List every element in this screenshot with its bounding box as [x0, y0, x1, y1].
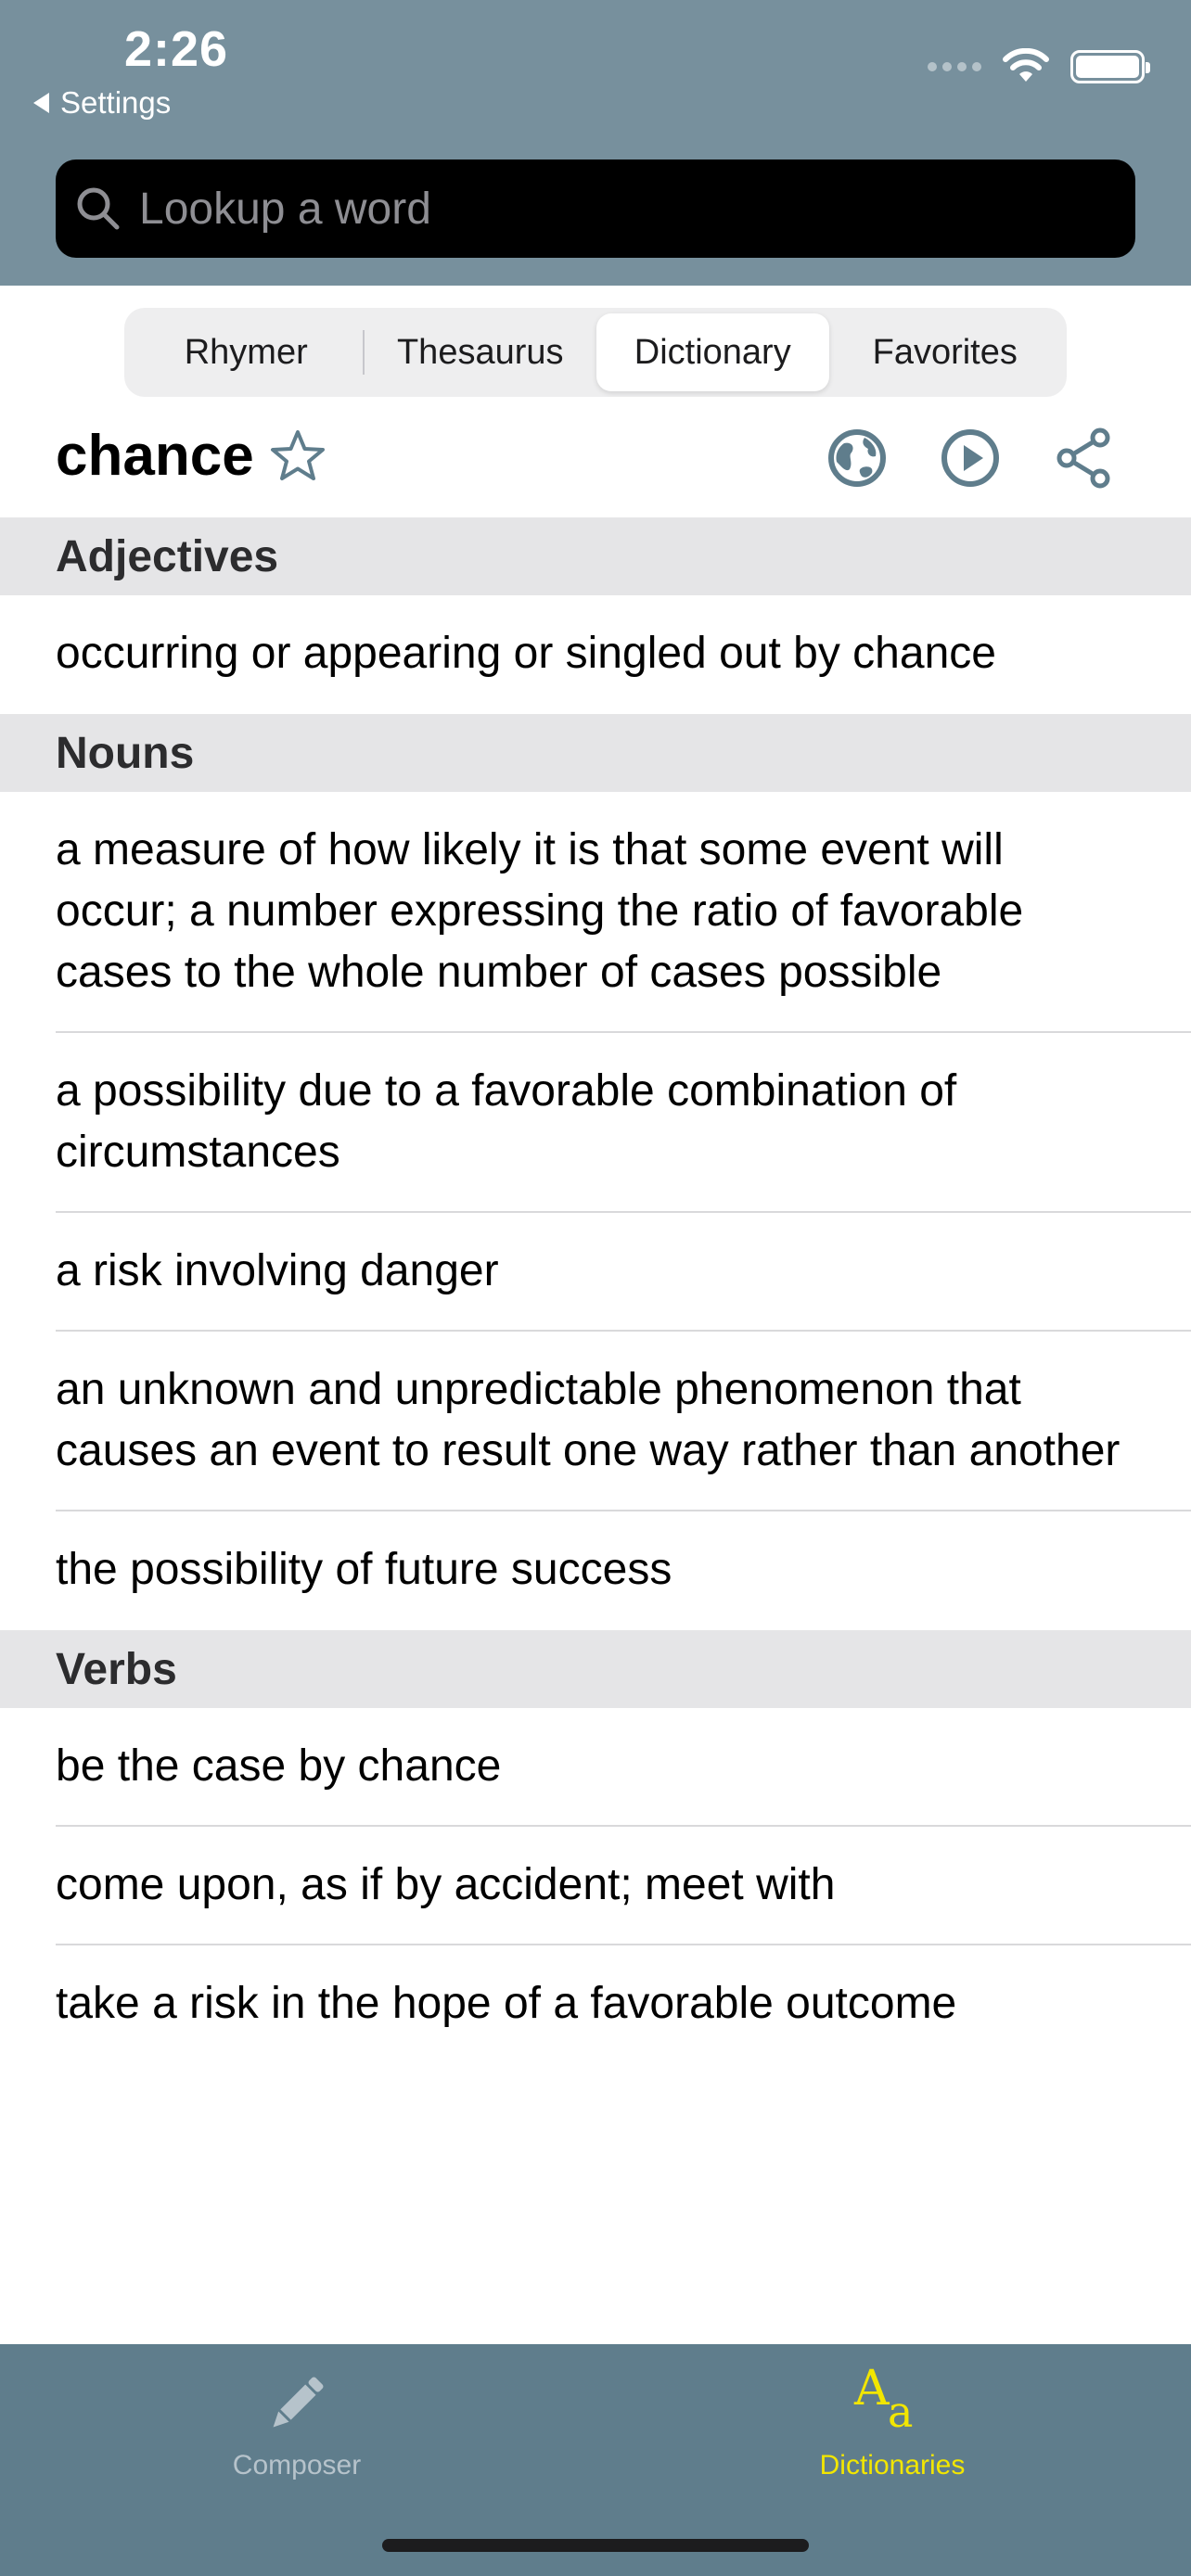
definition-row[interactable]: occurring or appearing or singled out by…: [56, 629, 996, 678]
aa-icon-small: a: [888, 2387, 914, 2437]
entry-word: chance: [56, 424, 254, 488]
tab-dictionaries[interactable]: A a Dictionaries: [707, 2361, 1078, 2481]
definition-row[interactable]: an unknown and unpredictable phenomenon …: [0, 1332, 1191, 1511]
definition-row[interactable]: a possibility due to a favorable combina…: [0, 1033, 1191, 1213]
pencil-icon: [273, 2377, 324, 2428]
back-label: Settings: [60, 85, 172, 120]
battery-icon: [1070, 50, 1150, 83]
dictionaries-aa-icon: A a: [851, 2361, 934, 2441]
entry-header: chance: [0, 408, 1191, 517]
bottom-tab-bar: Composer A a Dictionaries: [0, 2344, 1191, 2576]
header: 2:26 Settings: [0, 0, 1191, 286]
tab-composer-label: Composer: [232, 2450, 362, 2480]
favorite-star-icon[interactable]: [267, 427, 328, 488]
tab-dictionary[interactable]: Dictionary: [596, 313, 829, 391]
mode-segmented-control: Rhymer Thesaurus Dictionary Favorites: [124, 308, 1067, 397]
definition-row[interactable]: a measure of how likely it is that some …: [0, 792, 1191, 1033]
wifi-icon: [1003, 48, 1049, 82]
tab-rhymer[interactable]: Rhymer: [184, 332, 308, 372]
search-icon: [77, 187, 120, 230]
search-input[interactable]: [139, 183, 1067, 235]
status-indicators: [928, 48, 1150, 85]
globe-icon[interactable]: [824, 425, 890, 491]
tab-composer[interactable]: Composer: [111, 2366, 482, 2481]
tab-thesaurus[interactable]: Thesaurus: [396, 332, 564, 372]
status-time: 2:26: [124, 21, 229, 77]
section-header-verbs: Verbs: [0, 1630, 1191, 1708]
section-header-adjectives: Adjectives: [0, 517, 1191, 595]
tab-favorites[interactable]: Favorites: [872, 332, 1018, 372]
definitions-list: Adjectives occurring or appearing or sin…: [0, 517, 1191, 2064]
home-indicator: [382, 2539, 809, 2552]
play-audio-icon[interactable]: [937, 425, 1004, 491]
search-bar: [56, 159, 1135, 258]
definition-row[interactable]: take a risk in the hope of a favorable o…: [56, 1979, 957, 2028]
definition-row[interactable]: the possibility of future success: [56, 1545, 672, 1594]
segment-divider: [362, 330, 365, 375]
definition-row[interactable]: be the case by chance: [0, 1708, 1191, 1827]
signal-icon: [928, 62, 981, 71]
tab-dictionaries-label: Dictionaries: [819, 2450, 966, 2480]
aa-icon-big: A: [854, 2361, 890, 2417]
back-arrow-icon: [33, 93, 49, 113]
section-header-nouns: Nouns: [0, 714, 1191, 792]
share-icon[interactable]: [1050, 425, 1117, 491]
definition-row[interactable]: a risk involving danger: [0, 1213, 1191, 1332]
definition-row[interactable]: come upon, as if by accident; meet with: [0, 1827, 1191, 1945]
back-to-settings-button[interactable]: Settings: [33, 85, 171, 121]
